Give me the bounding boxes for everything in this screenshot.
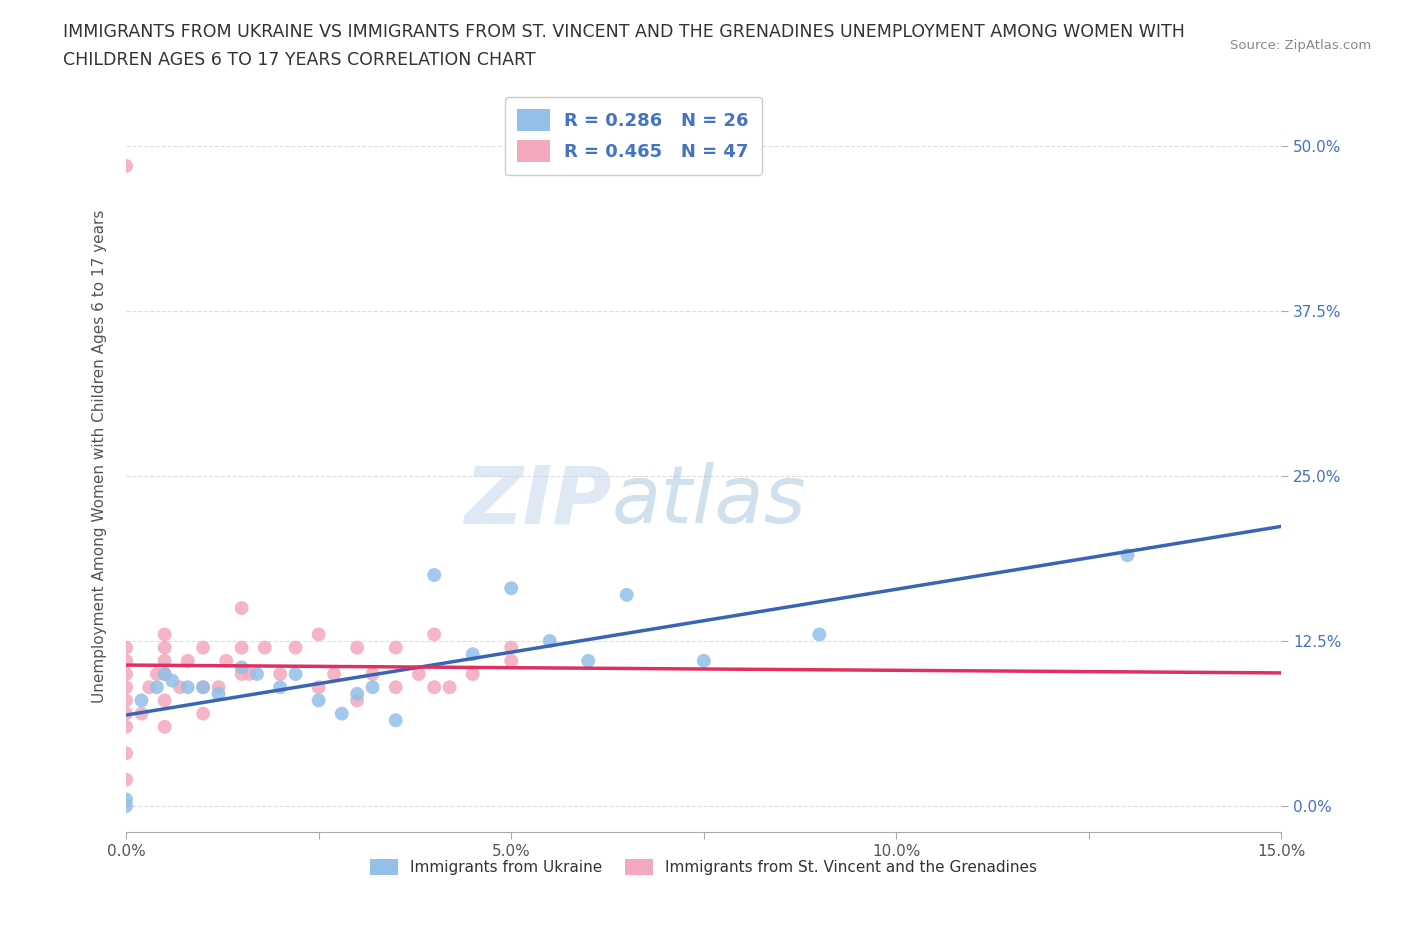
Point bbox=[153, 654, 176, 669]
Point bbox=[308, 693, 330, 708]
Point bbox=[501, 640, 523, 655]
Point bbox=[215, 654, 238, 669]
Point bbox=[207, 686, 229, 701]
Point bbox=[177, 654, 200, 669]
Point bbox=[115, 720, 138, 735]
Point bbox=[461, 667, 484, 682]
Point bbox=[808, 627, 831, 642]
Point bbox=[146, 667, 169, 682]
Point bbox=[153, 627, 176, 642]
Point bbox=[246, 667, 269, 682]
Point bbox=[169, 680, 191, 695]
Point bbox=[501, 581, 523, 596]
Point bbox=[138, 680, 160, 695]
Point bbox=[231, 601, 253, 616]
Point bbox=[146, 680, 169, 695]
Point bbox=[115, 654, 138, 669]
Text: Source: ZipAtlas.com: Source: ZipAtlas.com bbox=[1230, 39, 1371, 52]
Point bbox=[207, 680, 229, 695]
Legend: R = 0.286   N = 26, R = 0.465   N = 47: R = 0.286 N = 26, R = 0.465 N = 47 bbox=[505, 97, 762, 175]
Point bbox=[538, 633, 561, 648]
Point bbox=[269, 667, 291, 682]
Point bbox=[461, 646, 484, 661]
Point bbox=[115, 792, 138, 807]
Point bbox=[576, 654, 599, 669]
Point bbox=[153, 640, 176, 655]
Point bbox=[384, 640, 406, 655]
Point bbox=[346, 693, 368, 708]
Point bbox=[191, 640, 214, 655]
Point bbox=[153, 667, 176, 682]
Point bbox=[177, 680, 200, 695]
Point bbox=[162, 673, 184, 688]
Point bbox=[361, 667, 384, 682]
Point bbox=[284, 667, 307, 682]
Point bbox=[153, 693, 176, 708]
Point bbox=[131, 693, 153, 708]
Text: ZIP: ZIP bbox=[464, 462, 612, 540]
Point bbox=[131, 706, 153, 721]
Point bbox=[501, 654, 523, 669]
Point bbox=[231, 660, 253, 675]
Point bbox=[423, 627, 446, 642]
Text: atlas: atlas bbox=[612, 462, 806, 540]
Point bbox=[269, 680, 291, 695]
Point bbox=[115, 667, 138, 682]
Point bbox=[693, 654, 716, 669]
Point bbox=[308, 627, 330, 642]
Point bbox=[115, 640, 138, 655]
Point bbox=[330, 706, 353, 721]
Point bbox=[115, 799, 138, 814]
Point bbox=[115, 680, 138, 695]
Point bbox=[323, 667, 346, 682]
Point bbox=[231, 640, 253, 655]
Point bbox=[308, 680, 330, 695]
Point bbox=[346, 640, 368, 655]
Point bbox=[153, 720, 176, 735]
Point bbox=[423, 680, 446, 695]
Point bbox=[191, 680, 214, 695]
Point bbox=[153, 667, 176, 682]
Point bbox=[191, 680, 214, 695]
Point bbox=[115, 772, 138, 787]
Y-axis label: Unemployment Among Women with Children Ages 6 to 17 years: Unemployment Among Women with Children A… bbox=[93, 209, 107, 703]
Point bbox=[423, 567, 446, 582]
Point bbox=[346, 686, 368, 701]
Point bbox=[115, 693, 138, 708]
Point bbox=[115, 706, 138, 721]
Point bbox=[191, 706, 214, 721]
Point bbox=[384, 680, 406, 695]
Point bbox=[616, 588, 638, 603]
Point bbox=[1116, 548, 1139, 563]
Point bbox=[238, 667, 260, 682]
Point bbox=[384, 712, 406, 727]
Point bbox=[231, 667, 253, 682]
Point bbox=[361, 680, 384, 695]
Point bbox=[115, 746, 138, 761]
Point bbox=[439, 680, 461, 695]
Point bbox=[115, 158, 138, 173]
Point bbox=[284, 640, 307, 655]
Point bbox=[408, 667, 430, 682]
Text: CHILDREN AGES 6 TO 17 YEARS CORRELATION CHART: CHILDREN AGES 6 TO 17 YEARS CORRELATION … bbox=[63, 51, 536, 69]
Text: IMMIGRANTS FROM UKRAINE VS IMMIGRANTS FROM ST. VINCENT AND THE GRENADINES UNEMPL: IMMIGRANTS FROM UKRAINE VS IMMIGRANTS FR… bbox=[63, 23, 1185, 41]
Point bbox=[253, 640, 276, 655]
